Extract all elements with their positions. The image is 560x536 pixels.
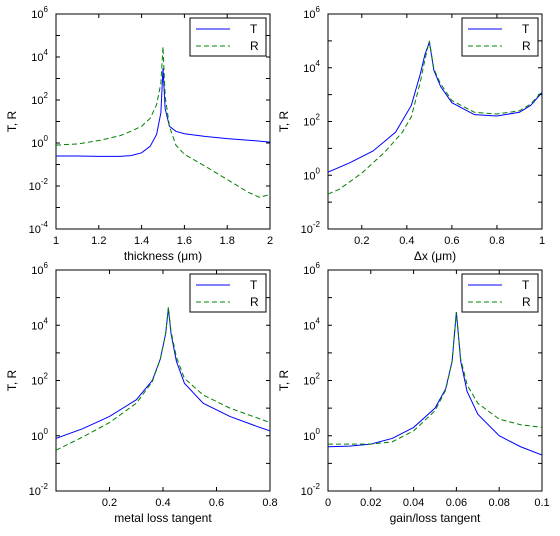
x-tick-label: 1 <box>539 235 545 247</box>
series-line-R <box>328 40 542 195</box>
y-tick-label: 10-2 <box>301 482 321 498</box>
y-tick-label: 102 <box>303 372 320 388</box>
legend-box <box>461 273 539 313</box>
x-tick-label: 0.8 <box>262 497 277 509</box>
legend: TR <box>461 273 539 313</box>
y-tick-label: 100 <box>303 166 320 182</box>
legend-label-R: R <box>250 295 259 309</box>
legend-label-R: R <box>522 295 531 309</box>
y-tick-label: 10-4 <box>29 220 49 236</box>
y-tick-label: 102 <box>31 91 48 107</box>
subplot-2: 0.2 0.4 0.6 0.8 1 10-2 100 102 104 106 Δx (μm) T, R… <box>277 5 545 263</box>
x-tick-label: 0.2 <box>102 497 117 509</box>
y-axis-label: T, R <box>277 370 291 392</box>
x-tick-label: 1.6 <box>177 235 192 247</box>
y-tick-label: 106 <box>303 261 320 277</box>
subplot-3: 0.2 0.4 0.6 0.8 10-2 100 102 104 106 metal loss t… <box>5 261 278 525</box>
legend: TR <box>189 17 267 57</box>
y-tick-label: 104 <box>303 59 320 75</box>
x-tick-label: 1.8 <box>220 235 235 247</box>
y-tick-label: 10-2 <box>301 220 321 236</box>
series-line-R <box>56 307 270 451</box>
series-line-R <box>56 46 270 198</box>
x-axis-label: gain/loss tangent <box>390 511 481 525</box>
x-tick-label: 0.8 <box>489 235 504 247</box>
y-tick-label: 102 <box>31 372 48 388</box>
legend-label-T: T <box>522 22 530 36</box>
x-tick-label: 0 <box>325 497 331 509</box>
legend: TR <box>461 17 539 57</box>
legend-label-R: R <box>522 39 531 53</box>
legend-label-T: T <box>522 278 530 292</box>
x-axis-label: metal loss tangent <box>114 511 212 525</box>
x-axis-label: thickness (μm) <box>124 249 202 263</box>
x-tick-label: 0.06 <box>446 497 467 509</box>
y-tick-label: 102 <box>303 113 320 129</box>
x-tick-label: 1 <box>53 235 59 247</box>
y-tick-label: 106 <box>31 261 48 277</box>
series-line-R <box>328 312 542 445</box>
y-tick-label: 104 <box>31 316 48 332</box>
x-tick-label: 0.02 <box>360 497 381 509</box>
x-tick-label: 0.4 <box>399 235 414 247</box>
x-tick-label: 1.2 <box>91 235 106 247</box>
series-line-T <box>56 68 270 157</box>
y-tick-label: 100 <box>303 427 320 443</box>
x-tick-label: 1.4 <box>134 235 149 247</box>
x-tick-label: 2 <box>267 235 273 247</box>
legend-box <box>461 17 539 57</box>
x-tick-label: 0.6 <box>444 235 459 247</box>
legend-box <box>189 273 267 313</box>
y-tick-label: 10-2 <box>29 177 49 193</box>
y-tick-label: 100 <box>31 427 48 443</box>
legend: TR <box>189 273 267 313</box>
x-tick-label: 0.2 <box>354 235 369 247</box>
y-tick-label: 100 <box>31 134 48 150</box>
y-tick-label: 10-2 <box>29 482 49 498</box>
y-tick-label: 106 <box>303 5 320 21</box>
x-tick-label: 0.1 <box>534 497 549 509</box>
legend-label-T: T <box>250 22 258 36</box>
subplot-4: 0 0.02 0.04 0.06 0.08 0.1 10-2 100 102 104 106 gain… <box>277 261 550 525</box>
legend-box <box>189 17 267 57</box>
y-axis-label: T, R <box>5 111 19 133</box>
y-tick-label: 104 <box>31 48 48 64</box>
x-tick-label: 0.6 <box>209 497 224 509</box>
x-tick-label: 0.04 <box>403 497 424 509</box>
y-axis-label: T, R <box>277 111 291 133</box>
x-tick-label: 0.4 <box>155 497 170 509</box>
y-axis-label: T, R <box>5 370 19 392</box>
x-tick-label: 0.08 <box>488 497 509 509</box>
y-tick-label: 106 <box>31 5 48 21</box>
legend-label-R: R <box>250 39 259 53</box>
legend-label-T: T <box>250 278 258 292</box>
subplot-1: 1 1.2 1.4 1.6 1.8 2 10-4 10-2 100 102 104 106 thickn… <box>5 5 273 263</box>
y-tick-label: 104 <box>303 316 320 332</box>
x-axis-label: Δx (μm) <box>414 249 456 263</box>
